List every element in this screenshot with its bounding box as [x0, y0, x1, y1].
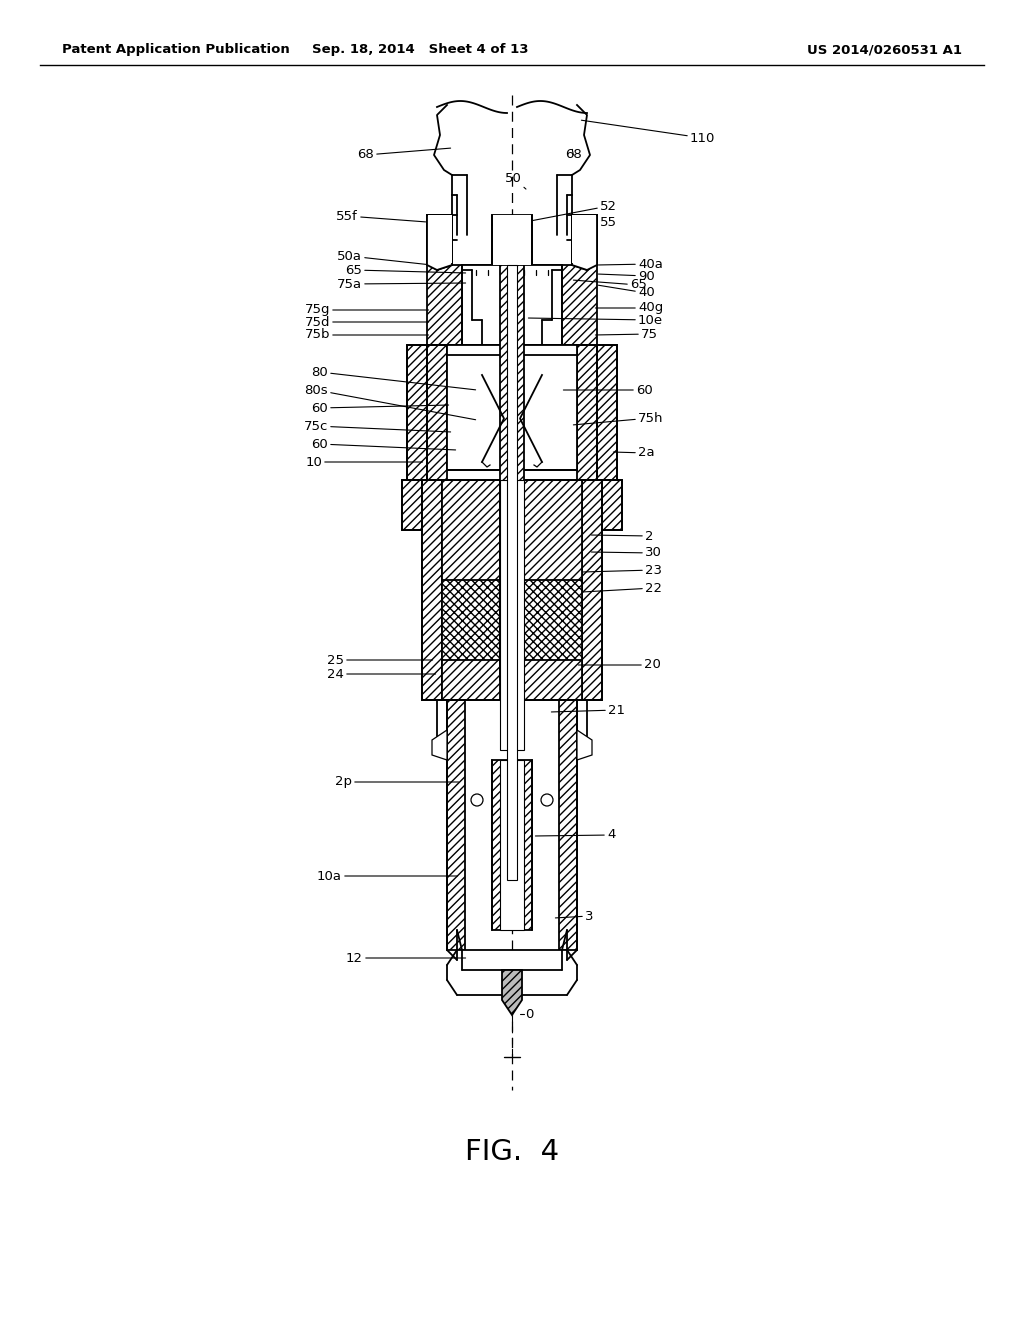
- Text: 10: 10: [305, 455, 423, 469]
- Text: 75b: 75b: [304, 329, 429, 342]
- Text: 75a: 75a: [337, 277, 466, 290]
- Text: 22: 22: [584, 582, 662, 594]
- Bar: [572, 215, 596, 263]
- Text: 2p: 2p: [335, 776, 459, 788]
- Polygon shape: [502, 970, 522, 1015]
- Bar: [447, 345, 577, 470]
- Polygon shape: [572, 215, 597, 271]
- Text: 68: 68: [565, 149, 582, 161]
- Text: 52: 52: [526, 199, 617, 222]
- Bar: [572, 215, 597, 265]
- Bar: [597, 345, 617, 480]
- Bar: [462, 265, 562, 345]
- Text: 75c: 75c: [304, 420, 451, 433]
- Bar: [457, 950, 567, 995]
- Text: 75d: 75d: [304, 315, 429, 329]
- Text: 50: 50: [505, 172, 526, 189]
- Text: 12: 12: [346, 952, 466, 965]
- Bar: [500, 480, 524, 750]
- Text: 2: 2: [592, 529, 653, 543]
- Bar: [407, 345, 427, 480]
- Text: 10e: 10e: [528, 314, 664, 326]
- Text: 20: 20: [579, 659, 660, 672]
- Text: 110: 110: [582, 120, 716, 144]
- Bar: [427, 345, 447, 480]
- Bar: [500, 265, 524, 680]
- Polygon shape: [427, 215, 452, 271]
- Bar: [500, 760, 524, 931]
- Text: 65: 65: [345, 264, 466, 276]
- Text: 90: 90: [598, 269, 654, 282]
- Bar: [582, 480, 602, 700]
- Polygon shape: [432, 730, 447, 760]
- Text: Patent Application Publication: Patent Application Publication: [62, 44, 290, 57]
- Text: 40: 40: [598, 285, 654, 300]
- Text: 3: 3: [555, 909, 594, 923]
- Text: 68: 68: [357, 148, 451, 161]
- Text: 55: 55: [573, 215, 617, 236]
- Bar: [577, 345, 597, 480]
- Bar: [428, 215, 452, 263]
- Text: 75g: 75g: [304, 304, 429, 317]
- Bar: [492, 760, 532, 931]
- Bar: [427, 265, 597, 345]
- Text: 65: 65: [573, 279, 647, 292]
- Polygon shape: [577, 730, 592, 760]
- Text: 75: 75: [595, 327, 658, 341]
- Text: Sep. 18, 2014   Sheet 4 of 13: Sep. 18, 2014 Sheet 4 of 13: [311, 44, 528, 57]
- Bar: [524, 480, 582, 700]
- Text: 30: 30: [592, 546, 662, 560]
- Text: 40g: 40g: [595, 301, 664, 314]
- Bar: [442, 579, 500, 660]
- Text: 60: 60: [311, 437, 456, 450]
- Text: 2a: 2a: [613, 446, 654, 459]
- Text: 4: 4: [536, 829, 615, 842]
- Bar: [492, 215, 532, 265]
- Text: 25: 25: [327, 653, 432, 667]
- Text: US 2014/0260531 A1: US 2014/0260531 A1: [807, 44, 962, 57]
- Text: 60: 60: [563, 384, 652, 396]
- Text: 10a: 10a: [317, 870, 458, 883]
- Text: 0: 0: [525, 1007, 534, 1020]
- Text: 21: 21: [551, 704, 625, 717]
- Text: 23: 23: [584, 564, 662, 577]
- Text: 80s: 80s: [304, 384, 475, 420]
- Bar: [447, 700, 465, 950]
- Text: 80: 80: [311, 366, 475, 389]
- Text: 40a: 40a: [598, 257, 663, 271]
- Bar: [427, 215, 452, 265]
- Bar: [524, 579, 582, 660]
- Bar: [422, 480, 442, 700]
- Bar: [442, 480, 500, 700]
- Text: 55f: 55f: [336, 210, 426, 223]
- Text: 24: 24: [327, 668, 435, 681]
- Bar: [402, 480, 422, 531]
- Bar: [507, 265, 517, 880]
- Bar: [493, 215, 531, 265]
- Text: FIG.  4: FIG. 4: [465, 1138, 559, 1166]
- Text: 60: 60: [311, 401, 449, 414]
- Bar: [559, 700, 577, 950]
- Bar: [602, 480, 622, 531]
- Text: 75h: 75h: [573, 412, 664, 425]
- Text: 50a: 50a: [337, 249, 449, 267]
